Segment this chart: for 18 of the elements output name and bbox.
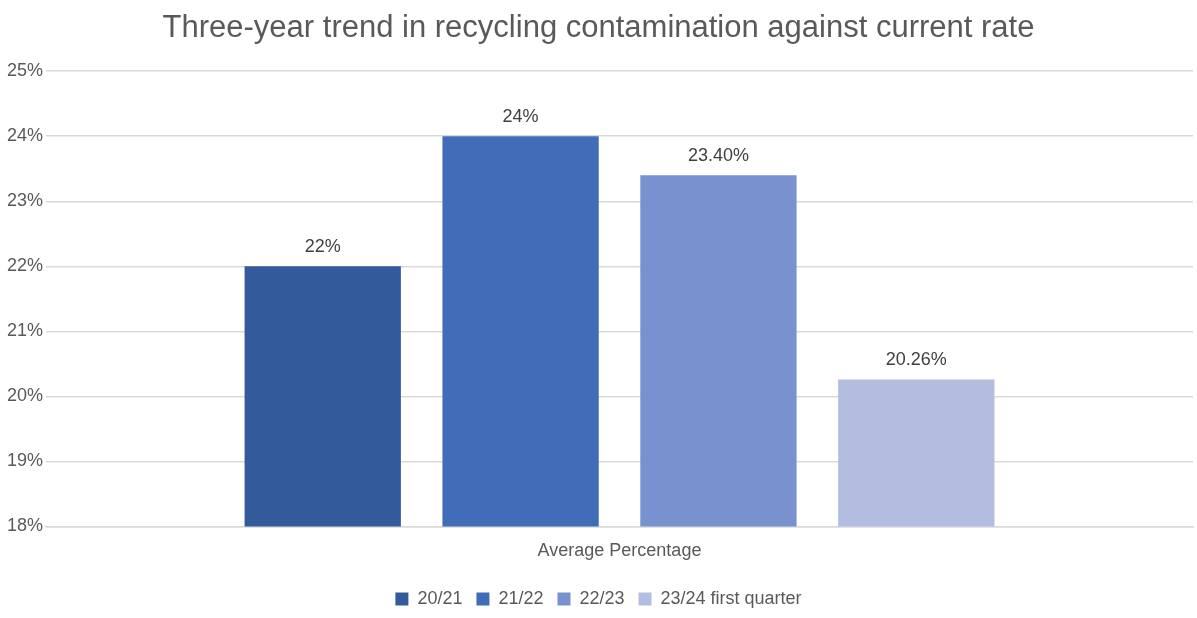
legend-label: 20/21 bbox=[417, 587, 463, 608]
y-tick-label: 21% bbox=[7, 320, 44, 341]
y-tick-label: 25% bbox=[7, 60, 44, 81]
y-tick-label: 18% bbox=[7, 515, 44, 536]
chart-title: Three-year trend in recycling contamination against current rate bbox=[162, 9, 1035, 45]
data-label: 24% bbox=[502, 106, 539, 127]
legend-label: 23/24 first quarter bbox=[660, 587, 802, 608]
y-tick-label: 24% bbox=[7, 125, 44, 146]
data-label: 22% bbox=[304, 236, 341, 257]
legend-label: 22/23 bbox=[579, 587, 625, 608]
y-tick-label: 20% bbox=[7, 385, 44, 406]
x-tick-label: Average Percentage bbox=[537, 540, 702, 561]
legend-label: 21/22 bbox=[498, 587, 544, 608]
data-label: 23.40% bbox=[687, 145, 749, 166]
y-tick-label: 19% bbox=[7, 450, 44, 471]
data-label: 20.26% bbox=[885, 349, 947, 370]
y-tick-label: 23% bbox=[7, 190, 44, 211]
y-tick-label: 22% bbox=[7, 255, 44, 276]
